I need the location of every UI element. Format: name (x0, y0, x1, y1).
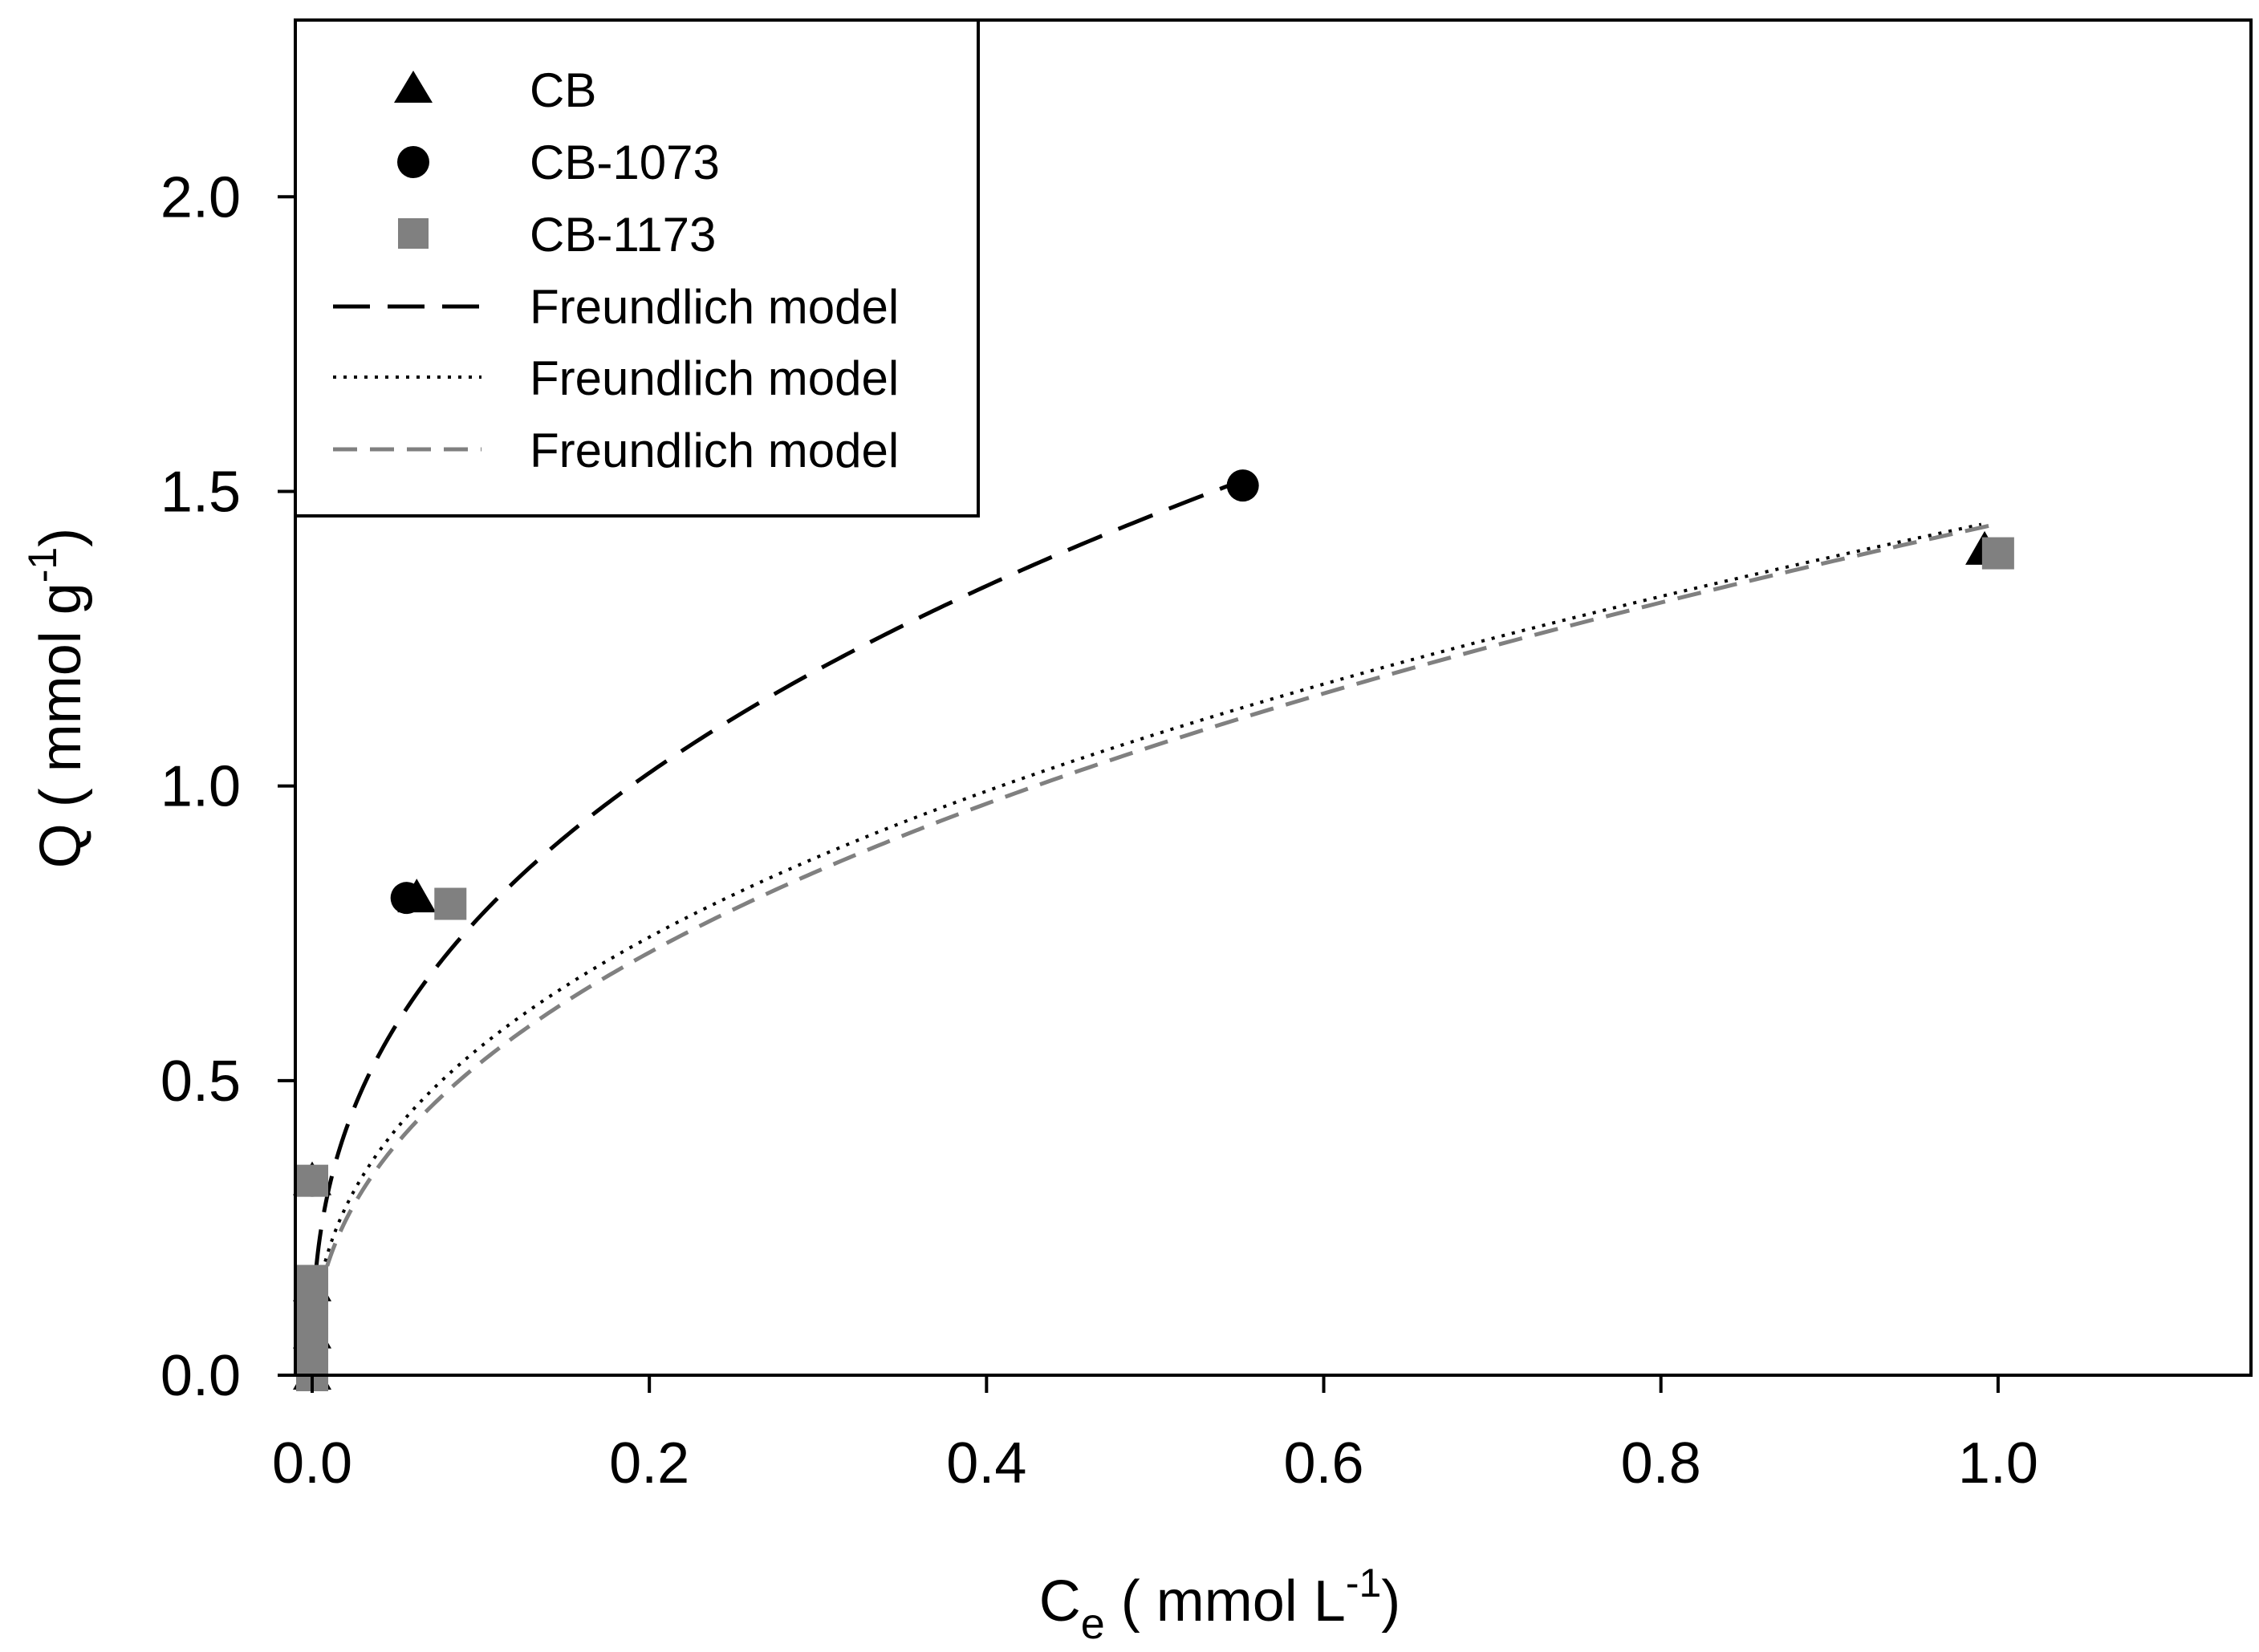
x-tick-label-3: 0.6 (1283, 1431, 1363, 1496)
x-tick-label-4: 0.8 (1621, 1431, 1701, 1496)
y-tick-label-3: 1.5 (160, 460, 241, 524)
cb-1173-point-5 (296, 1164, 329, 1197)
x-tick-label-1: 0.2 (609, 1431, 689, 1496)
cb-1173-point-6 (434, 887, 467, 920)
y-tick-label-2: 1.0 (160, 755, 241, 819)
y-tick-label-4: 2.0 (160, 165, 241, 229)
tick-labels: 0.0 0.2 0.4 0.6 0.8 1.0 0.0 0.5 1.0 1.5 2.0 (160, 165, 2038, 1496)
x-tick-label-5: 1.0 (1958, 1431, 2038, 1496)
legend-label-cb: CB (530, 63, 596, 117)
legend-label-cb-1173: CB-1173 (530, 208, 716, 262)
legend-marker-cb-1073 (397, 146, 429, 178)
x-tick-label-0: 0.0 (272, 1431, 352, 1496)
legend-label-model-2: Freundlich model (530, 351, 899, 405)
x-axis-title: Ce ( mmol L-1) (1039, 1561, 1401, 1648)
legend-label-model-3: Freundlich model (530, 424, 899, 477)
legend-label-cb-1073: CB-1073 (530, 136, 720, 189)
data-markers (293, 469, 2014, 1391)
y-tick-label-1: 0.5 (160, 1049, 241, 1114)
cb-1073-point-5 (1226, 469, 1259, 502)
y-tick-label-0: 0.0 (160, 1344, 241, 1408)
plot-frame (294, 18, 2253, 1377)
cb-1073-point-4 (390, 882, 423, 915)
x-tick-label-2: 0.4 (946, 1431, 1026, 1496)
legend: CB CB-1073 CB-1173 Freundlich model Freu… (294, 18, 980, 518)
legend-marker-cb-1173 (398, 218, 429, 249)
legend-label-model-1: Freundlich model (530, 280, 899, 334)
legend-marker-cb (394, 71, 433, 103)
axis-ticks (278, 195, 2000, 1393)
y-axis-title: Q ( mmol g-1) (20, 528, 93, 868)
cb-1173-point-7 (1981, 537, 2014, 570)
cb-1173-point-4 (296, 1264, 329, 1297)
